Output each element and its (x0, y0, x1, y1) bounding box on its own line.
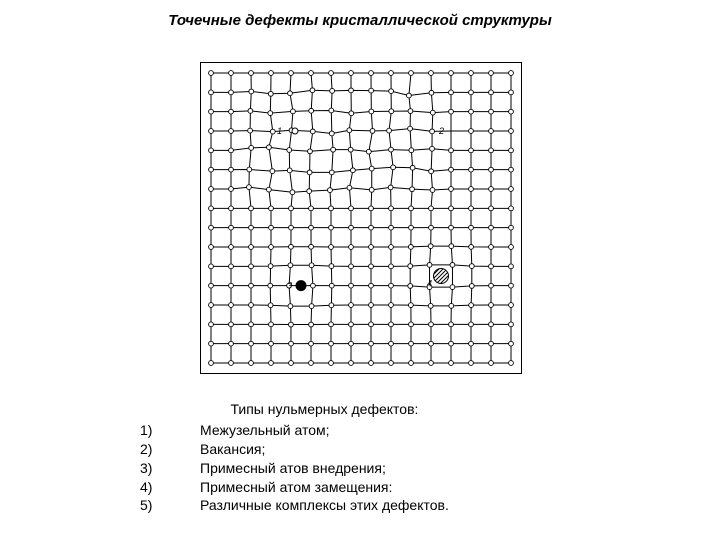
list-text: Различные комплексы этих дефектов. (200, 496, 449, 515)
list-item: 3) Примесный атов внедрения; (140, 459, 449, 478)
list-item: 1) Межузельный атом; (140, 421, 449, 440)
caption-block: Типы нульмерных дефектов: 1) Межузельный… (140, 400, 449, 515)
lattice-figure: 1 2 3 4 (200, 62, 522, 374)
list-text: Вакансия; (200, 440, 265, 459)
page-title: Точечные дефекты кристаллической структу… (0, 12, 720, 29)
svg-text:4: 4 (427, 279, 432, 289)
list-text: Примесный атов внедрения; (200, 459, 386, 478)
list-number: 2) (140, 440, 200, 459)
svg-text:2: 2 (438, 126, 444, 136)
caption-title: Типы нульмерных дефектов: (200, 400, 449, 419)
list-item: 5) Различные комплексы этих дефектов. (140, 496, 449, 515)
list-text: Межузельный атом; (200, 421, 330, 440)
svg-text:3: 3 (287, 281, 292, 291)
svg-text:1: 1 (277, 126, 282, 136)
list-number: 5) (140, 496, 200, 515)
list-text: Примесный атом замещения: (200, 478, 392, 497)
list-item: 4) Примесный атом замещения: (140, 478, 449, 497)
list-item: 2) Вакансия; (140, 440, 449, 459)
list-number: 3) (140, 459, 200, 478)
list-number: 1) (140, 421, 200, 440)
list-number: 4) (140, 478, 200, 497)
